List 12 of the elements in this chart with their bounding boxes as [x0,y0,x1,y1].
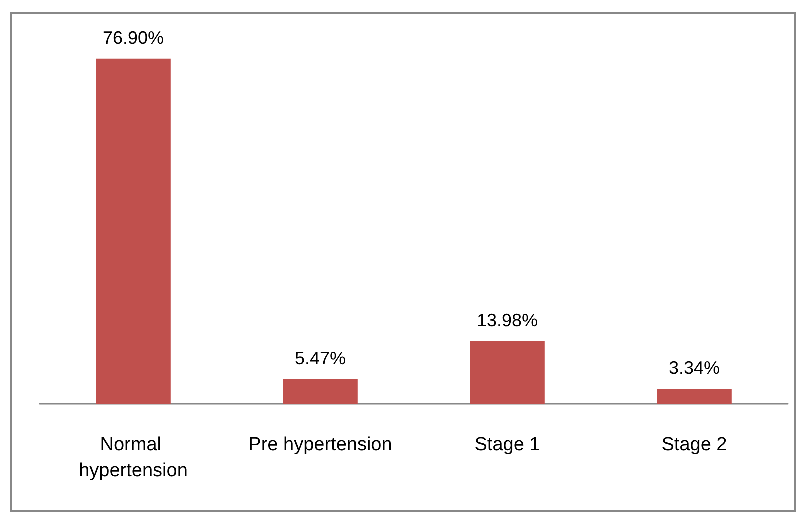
data-label: 76.90% [102,28,164,48]
bar [96,58,171,404]
x-tick-label: Pre hypertension [248,434,392,456]
data-label: 3.34% [668,358,720,378]
bar [470,341,545,404]
x-tick-label: Stage 2 [662,434,728,456]
x-tick-label: Stage 1 [474,434,540,456]
data-label: 5.47% [294,348,346,368]
bar [283,379,358,404]
bar [657,389,732,404]
x-tick-label: Normal hypertension [79,434,188,482]
data-label: 13.98% [476,310,538,330]
